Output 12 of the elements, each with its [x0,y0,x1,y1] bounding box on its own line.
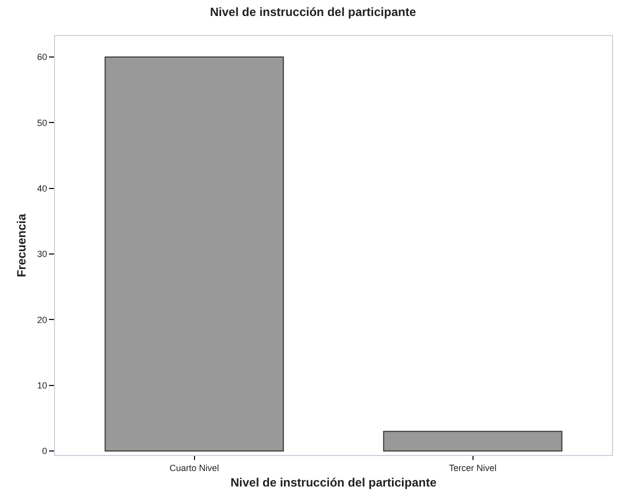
x-tick-label: Tercer Nivel [448,462,497,473]
y-axis-title: Frecuencia [14,214,28,278]
y-tick-label: 50 [37,118,48,128]
y-tick-label: 20 [37,314,48,325]
y-tick-label: 10 [37,380,48,391]
y-tick-label: 40 [37,184,48,194]
x-axis-title: Nivel de instrucción del participante [230,476,437,490]
chart-title: Nivel de instrucción del participante [210,4,416,19]
x-tick-label: Cuarto Nivel [169,462,220,473]
y-tick-label: 0 [42,446,48,456]
y-tick-label: 30 [37,249,48,260]
y-tick-label: 60 [37,52,48,62]
